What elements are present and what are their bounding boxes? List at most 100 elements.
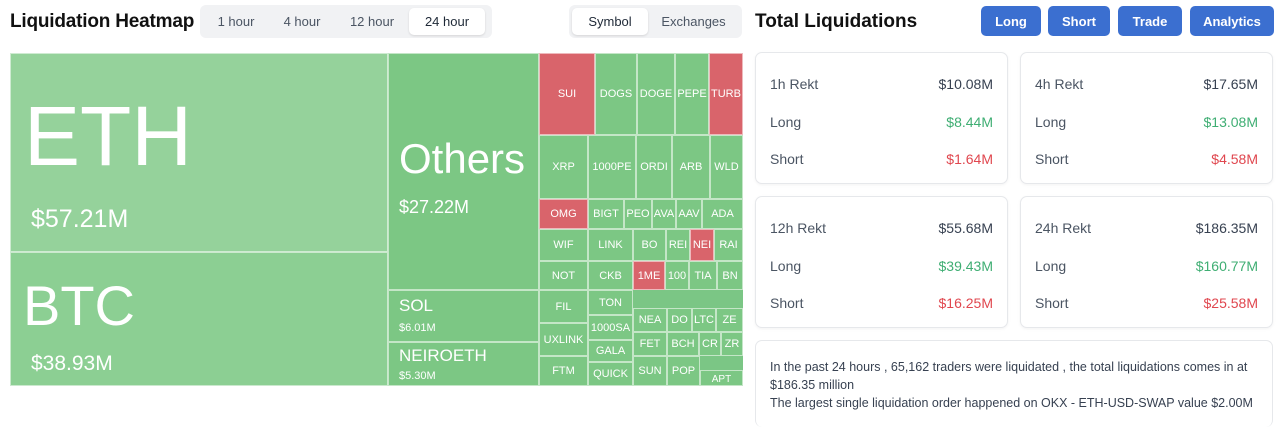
timeframe-4h-tab[interactable]: 4 hour bbox=[283, 14, 321, 29]
heatmap-tile-apt[interactable]: APT bbox=[700, 370, 743, 386]
heatmap-tile-ordi[interactable]: ORDI bbox=[636, 135, 672, 199]
heatmap-tile-sun[interactable]: SUN bbox=[633, 356, 667, 386]
heatmap-tile-arb[interactable]: ARB bbox=[672, 135, 710, 199]
heatmap-tile-not[interactable]: NOT bbox=[539, 261, 588, 290]
heatmap-tile-zr[interactable]: ZR bbox=[721, 332, 743, 356]
tile-symbol: NEIROETH bbox=[399, 346, 487, 365]
heatmap-tile-others[interactable]: Others $27.22M bbox=[388, 53, 539, 290]
heatmap-tile-bigt[interactable]: BIGT bbox=[588, 199, 624, 229]
tile-symbol: OMG bbox=[550, 208, 577, 220]
heatmap-tile-ckb[interactable]: CKB bbox=[588, 261, 633, 290]
tile-symbol: DO bbox=[671, 314, 688, 326]
card-label: 4h Rekt bbox=[1035, 76, 1084, 92]
heatmap-tile-uxlink[interactable]: UXLINK bbox=[539, 323, 588, 356]
heatmap-tile-dogs[interactable]: DOGS bbox=[595, 53, 637, 135]
view-selector: Symbol Exchanges bbox=[569, 5, 742, 38]
long-label: Long bbox=[770, 258, 802, 274]
long-label: Long bbox=[1035, 114, 1067, 130]
short-label: Short bbox=[770, 151, 804, 167]
heatmap-tile-quick[interactable]: QUICK bbox=[588, 362, 633, 386]
tile-symbol: CR bbox=[702, 338, 718, 350]
heatmap-tile-do[interactable]: DO bbox=[667, 308, 692, 332]
heatmap-tile-aav[interactable]: AAV bbox=[676, 199, 702, 229]
timeframe-1h-tab[interactable]: 1 hour bbox=[217, 14, 255, 29]
card-total: $55.68M bbox=[938, 220, 993, 236]
tile-symbol: BCH bbox=[671, 338, 695, 350]
tile-symbol: ORDI bbox=[640, 161, 668, 173]
card-label: 24h Rekt bbox=[1035, 220, 1092, 236]
trade-button[interactable]: Trade bbox=[1118, 6, 1182, 36]
tile-value: $38.93M bbox=[31, 352, 113, 375]
long-button[interactable]: Long bbox=[981, 6, 1041, 36]
tile-symbol: FIL bbox=[555, 300, 572, 313]
heatmap-tile-bch[interactable]: BCH bbox=[667, 332, 699, 356]
heatmap-tile-turb[interactable]: TURB bbox=[709, 53, 743, 135]
heatmap-tile-1000pe[interactable]: 1000PE bbox=[588, 135, 636, 199]
heatmap-tile-nei[interactable]: NEI bbox=[690, 229, 714, 261]
tile-value: $27.22M bbox=[399, 197, 470, 217]
liquidation-summary: In the past 24 hours , 65,162 traders we… bbox=[755, 340, 1273, 427]
heatmap-tile-pepe[interactable]: PEPE bbox=[675, 53, 709, 135]
tile-symbol: BO bbox=[641, 239, 658, 251]
heatmap-tile-fet[interactable]: FET bbox=[633, 332, 667, 356]
heatmap-tile-1me[interactable]: 1ME bbox=[633, 261, 665, 290]
heatmap-tile-sui[interactable]: SUI bbox=[539, 53, 595, 135]
heatmap-tile-rai[interactable]: RAI bbox=[714, 229, 743, 261]
view-exchanges-tab[interactable]: Exchanges bbox=[661, 14, 726, 29]
tile-symbol: 1000PE bbox=[592, 161, 632, 173]
heatmap-tile-ltc[interactable]: LTC bbox=[692, 308, 716, 332]
heatmap-tile-btc[interactable]: BTC $38.93M bbox=[10, 252, 388, 386]
heatmap-tile-wld[interactable]: WLD bbox=[710, 135, 743, 199]
tile-symbol: 1000SA bbox=[590, 321, 631, 334]
heatmap-tile-ava[interactable]: AVA bbox=[652, 199, 676, 229]
short-button[interactable]: Short bbox=[1048, 6, 1110, 36]
heatmap-tile-omg[interactable]: OMG bbox=[539, 199, 588, 229]
summary-line: The largest single liquidation order hap… bbox=[770, 396, 1253, 410]
heatmap-tile-cr[interactable]: CR bbox=[699, 332, 721, 356]
tile-symbol: 100 bbox=[667, 269, 687, 282]
heatmap-tile-fil[interactable]: FIL bbox=[539, 290, 588, 323]
tile-symbol: ARB bbox=[679, 161, 703, 173]
heatmap-tile-sol[interactable]: SOL $6.01M bbox=[388, 290, 539, 342]
heatmap-tile-neiroeth[interactable]: NEIROETH $5.30M bbox=[388, 342, 539, 386]
heatmap-tile-rei[interactable]: REI bbox=[666, 229, 690, 261]
tile-symbol: BTC bbox=[23, 274, 135, 337]
heatmap-tile-bo[interactable]: BO bbox=[633, 229, 666, 261]
tile-symbol: POP bbox=[671, 365, 696, 377]
tile-symbol: RAI bbox=[719, 239, 738, 251]
heatmap-tile-xrp[interactable]: XRP bbox=[539, 135, 588, 199]
analytics-button[interactable]: Analytics bbox=[1190, 6, 1274, 36]
heatmap-tile-ada[interactable]: ADA bbox=[702, 199, 743, 229]
timeframe-24h-tab[interactable]: 24 hour bbox=[409, 8, 485, 35]
heatmap-tile-pop[interactable]: POP bbox=[667, 356, 700, 386]
heatmap-tile-bn[interactable]: BN bbox=[717, 261, 743, 290]
card-label: 1h Rekt bbox=[770, 76, 819, 92]
heatmap-tile-peo[interactable]: PEO bbox=[624, 199, 652, 229]
rekt-card-24h: 24h Rekt $186.35M Long $160.77M Short $25.5… bbox=[1020, 196, 1273, 328]
tile-symbol: AVA bbox=[653, 208, 675, 220]
heatmap-tile-ton[interactable]: TON bbox=[588, 290, 633, 315]
heatmap-tile-nea[interactable]: NEA bbox=[633, 308, 667, 332]
rekt-card-1h: 1h Rekt $10.08M Long $8.44M Short $1.64M bbox=[755, 52, 1008, 184]
heatmap-tile-100[interactable]: 100 bbox=[665, 261, 689, 290]
heatmap-tile-1000sa[interactable]: 1000SA bbox=[588, 315, 633, 340]
heatmap-tile-tia[interactable]: TIA bbox=[689, 261, 717, 290]
heatmap-tile-ze[interactable]: ZE bbox=[716, 308, 743, 332]
short-value: $16.25M bbox=[938, 295, 993, 311]
heatmap-tile-link[interactable]: LINK bbox=[588, 229, 633, 261]
tile-symbol: LINK bbox=[598, 239, 623, 251]
tile-symbol: PEO bbox=[626, 208, 650, 220]
view-symbol-tab[interactable]: Symbol bbox=[572, 8, 648, 35]
tile-symbol: NOT bbox=[551, 269, 576, 282]
heatmap-tile-ftm[interactable]: FTM bbox=[539, 356, 588, 386]
timeframe-12h-tab[interactable]: 12 hour bbox=[349, 14, 395, 29]
tile-value: $57.21M bbox=[31, 205, 129, 233]
tile-symbol: FET bbox=[639, 338, 661, 350]
total-liquidations-title: Total Liquidations bbox=[755, 11, 918, 32]
heatmap-tile-wif[interactable]: WIF bbox=[539, 229, 588, 261]
heatmap-tile-gala[interactable]: GALA bbox=[588, 340, 633, 362]
heatmap-tile-eth[interactable]: ETH $57.21M bbox=[10, 53, 388, 252]
card-label: 12h Rekt bbox=[770, 220, 827, 236]
tile-symbol: GALA bbox=[595, 345, 626, 357]
heatmap-tile-doge[interactable]: DOGE bbox=[637, 53, 675, 135]
